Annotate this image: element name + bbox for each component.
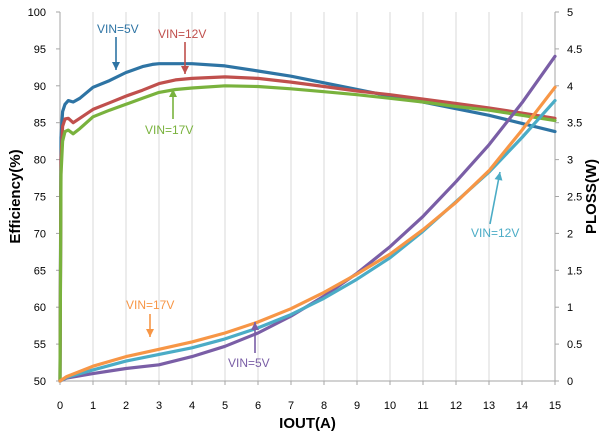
annotation-label: VIN=12V — [158, 27, 206, 41]
y-left-axis-title: Efficiency(%) — [7, 149, 24, 243]
vertical-gridlines — [92, 12, 523, 381]
y-left-tick-label: 60 — [34, 302, 46, 314]
y-right-tick-label: 3 — [567, 155, 573, 167]
annotation-label: VIN=17V — [145, 123, 193, 137]
y-left-tick-label: 95 — [34, 44, 46, 56]
y-right-tick-label: 2 — [567, 228, 573, 240]
y-right-tick-label: 4 — [567, 81, 573, 93]
efficiency-series-vin-12v — [58, 75, 557, 383]
y-left-tick-label: 55 — [34, 339, 46, 351]
annotation-arrowhead — [112, 62, 120, 70]
y-left-tick-label: 100 — [28, 7, 46, 19]
x-axis-title: IOUT(A) — [279, 415, 336, 432]
y-right-tick-label: 2.5 — [567, 192, 582, 204]
annotation-arrowhead — [169, 89, 177, 97]
y-right-tick-label: 5 — [567, 7, 573, 19]
x-tick-label: 11 — [417, 400, 428, 412]
y-right-tick-label: 1.5 — [567, 265, 582, 277]
x-tick-label: 12 — [450, 400, 462, 412]
x-tick-label: 9 — [354, 400, 360, 412]
efficiency-series-vin-17v — [58, 84, 557, 383]
y-right-tick-label: 4.5 — [567, 44, 582, 56]
y-left-tick-labels: 50 55 60 65 70 75 80 85 90 95 100 — [28, 7, 46, 388]
x-tick-labels: 0 1 2 3 4 5 6 7 8 9 10 11 12 13 14 15 — [57, 400, 561, 412]
y-left-tick-label: 65 — [34, 265, 46, 277]
x-tick-label: 4 — [189, 400, 195, 412]
annotation-arrowhead — [181, 66, 189, 74]
y-left-tick-label: 75 — [34, 192, 46, 204]
annotation-arrow — [489, 171, 501, 225]
x-tick-label: 5 — [222, 400, 228, 412]
ploss-series-vin-17v — [58, 85, 557, 383]
x-tick-label: 7 — [288, 400, 294, 412]
y-right-tick-label: 3.5 — [567, 118, 582, 130]
annotation-label: VIN=5V — [228, 356, 270, 370]
series-lines — [58, 54, 557, 383]
annotation-arrowhead — [494, 172, 503, 181]
x-tick-label: 1 — [90, 400, 96, 412]
series-annotations: VIN=5V VIN=12V VIN=17V VIN=17V VIN=5V VIN=12V — [97, 22, 519, 370]
annotation-arrowhead — [251, 322, 259, 330]
y-left-tick-label: 80 — [34, 155, 46, 167]
y-right-axis-title: PLOSS(W) — [583, 159, 600, 234]
x-tick-label: 6 — [255, 400, 261, 412]
y-right-tick-label: 0.5 — [567, 339, 582, 351]
x-tick-label: 0 — [57, 400, 63, 412]
x-tick-label: 2 — [123, 400, 129, 412]
annotation-label: VIN=5V — [97, 22, 139, 36]
y-left-tick-label: 90 — [34, 81, 46, 93]
y-left-tick-label: 85 — [34, 118, 46, 130]
annotation-label: VIN=12V — [471, 226, 519, 240]
annotation-label: VIN=17V — [126, 298, 174, 312]
x-tick-label: 14 — [516, 400, 528, 412]
y-left-tick-label: 50 — [34, 376, 46, 388]
y-right-tick-label: 1 — [567, 302, 573, 314]
x-tick-label: 8 — [321, 400, 327, 412]
annotation-arrowhead — [146, 329, 154, 337]
y-left-tick-label: 70 — [34, 228, 46, 240]
x-tick-label: 15 — [549, 400, 561, 412]
x-tick-label: 10 — [384, 400, 396, 412]
y-right-tick-label: 0 — [567, 376, 573, 388]
x-tick-label: 13 — [483, 400, 495, 412]
y-right-tick-labels: 0 0.5 1 1.5 2 2.5 3 3.5 4 4.5 5 — [567, 7, 582, 388]
x-tick-label: 3 — [156, 400, 162, 412]
